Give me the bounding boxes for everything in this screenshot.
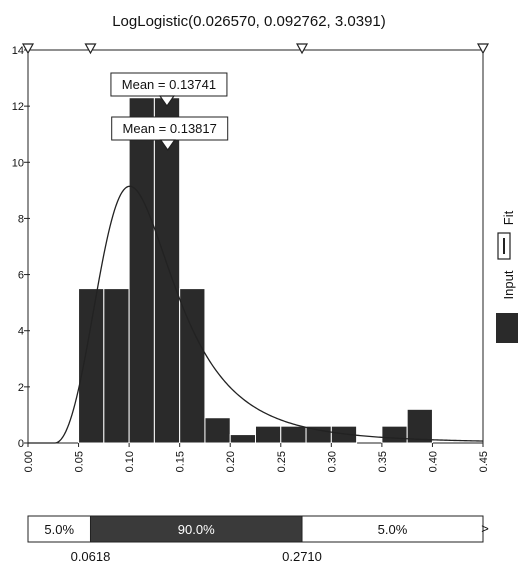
mean-marker-1 (159, 139, 176, 152)
legend-label-input: Input (501, 270, 516, 299)
histogram-bar-5 (204, 417, 231, 444)
y-tick-label-2: 4 (18, 326, 24, 338)
band-right-segment[interactable] (301, 515, 484, 543)
probability-band[interactable]: 5.0% 90.0% 5.0% >0.0618 0.2710 (27, 515, 489, 564)
plot-area: 0 2 4 6 8 10 12 14 0.00 0.05 0.10 0.15 0.20 0.25 0.30 0… (12, 43, 490, 472)
histogram-bar-11 (381, 425, 408, 444)
y-tick-label-7: 14 (12, 45, 24, 57)
x-tick-label-5: 0.25 (276, 451, 288, 472)
band-left-segment[interactable] (27, 515, 91, 543)
histogram-bar-4 (179, 288, 206, 444)
x-tick-label-9: 0.45 (478, 451, 490, 472)
delimiter-marker-0[interactable] (21, 43, 35, 55)
legend-item-fit[interactable]: Fit (497, 210, 516, 260)
chart-title: LogLogistic(0.026570, 0.092762, 3.0391) (112, 13, 386, 30)
band-right-percent: 5.0% (378, 522, 408, 537)
band-arrow[interactable]: > (481, 521, 489, 536)
y-tick-label-3: 6 (18, 270, 24, 282)
band-right-value: 0.2710 (282, 549, 322, 564)
x-tick-label-6: 0.30 (326, 451, 338, 472)
histogram-bar-7 (255, 425, 282, 444)
band-middle-segment[interactable] (89, 515, 303, 543)
mean-callout-label-0: Mean = 0.13741 (122, 77, 216, 92)
histogram-bar-2 (128, 97, 155, 444)
histogram-bar-6 (229, 434, 257, 444)
x-tick-label-8: 0.40 (427, 451, 439, 472)
histogram-bar-10 (330, 425, 358, 444)
band-middle-percent: 90.0% (178, 522, 215, 537)
mean-callout-label-1: Mean = 0.13817 (123, 121, 217, 136)
x-tick-label-2: 0.10 (124, 451, 136, 472)
legend-item-input[interactable]: Input (496, 270, 518, 343)
mean-callout-0[interactable]: Mean = 0.13741 (110, 72, 228, 108)
fit-curve-line (28, 185, 484, 444)
y-tick-label-5: 10 (12, 157, 24, 169)
histogram-bar-8 (280, 425, 307, 444)
histogram-bar-1 (103, 288, 130, 444)
delimiter-marker-2[interactable] (295, 43, 309, 55)
x-tick-label-4: 0.20 (225, 451, 237, 472)
delimiter-marker-3[interactable] (476, 43, 490, 55)
y-tick-label-6: 12 (12, 101, 24, 113)
legend: Fit Input (496, 210, 518, 343)
x-tick-label-7: 0.35 (377, 451, 389, 472)
band-left-percent: 5.0% (44, 522, 74, 537)
y-tick-label-1: 2 (18, 382, 24, 394)
legend-label-fit: Fit (501, 210, 516, 225)
histogram-bar-12 (406, 408, 433, 444)
mean-callout-1[interactable]: Mean = 0.13817 (111, 116, 229, 152)
y-tick-label-0: 0 (18, 438, 24, 450)
y-tick-label-4: 8 (18, 213, 24, 225)
x-tick-label-0: 0.00 (23, 451, 35, 472)
delimiter-marker-1[interactable] (84, 43, 97, 55)
histogram-bar-0 (78, 288, 105, 444)
band-left-value: 0.0618 (71, 549, 111, 564)
x-tick-label-1: 0.05 (74, 451, 86, 472)
legend-swatch-input (496, 313, 518, 343)
mean-marker-0 (158, 95, 176, 108)
x-tick-label-3: 0.15 (175, 451, 187, 472)
